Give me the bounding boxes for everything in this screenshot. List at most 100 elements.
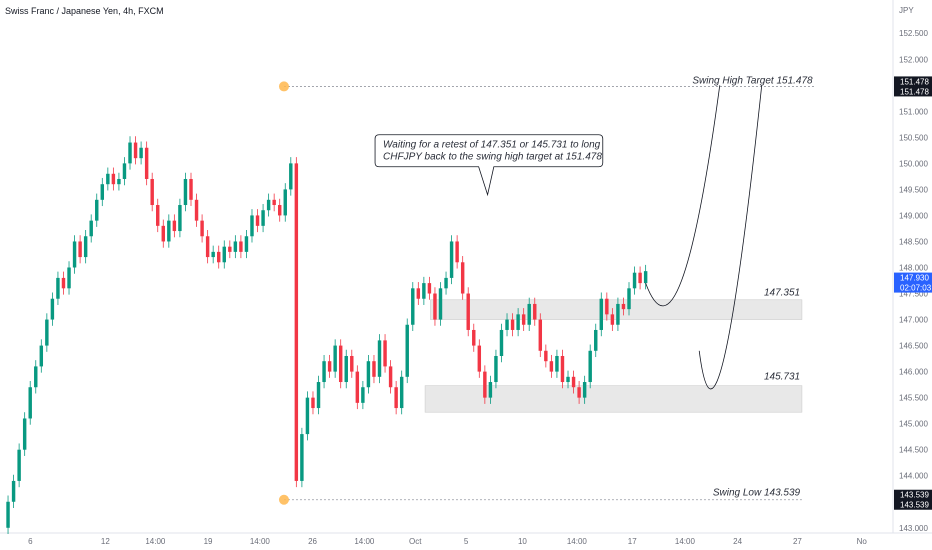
candle-body: [89, 220, 93, 237]
candle-body: [255, 215, 260, 226]
candle: [294, 157, 299, 488]
x-tick-label: 5: [464, 537, 469, 546]
candle-body: [106, 173, 110, 185]
candle-body: [460, 262, 465, 294]
x-tick-label: 14:00: [675, 537, 696, 546]
candle-body: [311, 397, 315, 409]
candle-body: [455, 241, 459, 263]
candle-body: [472, 329, 476, 346]
candle-body: [61, 277, 66, 289]
candle: [28, 380, 32, 425]
price-tag-bg: [894, 76, 932, 97]
candle: [111, 167, 116, 191]
x-tick-label: 26: [308, 537, 317, 546]
candle: [416, 282, 421, 305]
price-axis[interactable]: JPY143.000143.500144.000144.500145.00014…: [894, 6, 932, 533]
candle: [189, 172, 193, 207]
swing-high-label: Swing High Target 151.478: [692, 75, 813, 86]
candle: [377, 334, 382, 384]
annotation-line: Waiting for a retest of 147.351 or 145.7…: [383, 140, 601, 151]
y-tick-label: 145.500: [899, 394, 928, 403]
candle: [383, 334, 387, 373]
candle: [72, 235, 77, 274]
candle-body: [555, 355, 559, 372]
price-tag-bg: [894, 489, 932, 510]
candle-body: [466, 293, 470, 330]
candle-body: [449, 241, 454, 278]
candle-body: [250, 215, 254, 237]
y-tick-label: 144.000: [899, 472, 928, 481]
candle-body: [377, 340, 382, 377]
x-tick-label: 14:00: [567, 537, 588, 546]
candle-body: [217, 251, 221, 263]
candle-body: [266, 199, 271, 211]
candle: [327, 354, 332, 378]
countdown-timer: 02:07:03: [900, 284, 932, 293]
retest-lower-label: 145.731: [764, 372, 800, 383]
x-tick-label: 24: [733, 537, 742, 546]
candle-body: [294, 163, 299, 481]
swing-low-anchor: [278, 494, 289, 505]
y-tick-label: 150.500: [899, 133, 928, 142]
candle-body: [283, 189, 287, 216]
candle-body: [516, 314, 520, 330]
x-tick-label: 6: [28, 537, 33, 546]
candle: [488, 375, 493, 404]
candle: [172, 214, 177, 238]
candles: [6, 136, 648, 535]
candle-body: [621, 303, 626, 310]
x-tick-label: Oct: [409, 537, 422, 546]
candle: [533, 297, 537, 326]
candle: [300, 427, 304, 488]
swing-high-anchor: [278, 81, 289, 92]
candle: [444, 271, 448, 295]
candle-body: [350, 355, 354, 372]
candle: [122, 157, 127, 186]
candle: [333, 339, 337, 378]
candle-body: [427, 283, 432, 294]
candle-body: [167, 220, 171, 242]
currency-label: JPY: [899, 6, 914, 15]
candle-body: [477, 345, 482, 372]
candle-body: [333, 345, 337, 372]
candle: [350, 349, 354, 378]
candle: [100, 177, 105, 207]
candle: [538, 313, 543, 358]
x-tick-label: 27: [793, 537, 802, 546]
candle: [455, 235, 459, 269]
x-tick-label: 10: [518, 537, 527, 546]
candle-body: [117, 178, 121, 185]
price-tag-bg: [894, 272, 932, 293]
candle: [433, 287, 437, 326]
candle-body: [582, 382, 587, 398]
candle-body: [205, 236, 210, 258]
candle-body: [433, 293, 437, 320]
candle: [577, 380, 581, 404]
candle: [22, 412, 27, 456]
candle: [499, 323, 504, 363]
y-tick-label: 151.000: [899, 107, 928, 116]
candle: [205, 230, 210, 264]
x-tick-label: 17: [628, 537, 637, 546]
y-tick-label: 146.500: [899, 342, 928, 351]
candle: [549, 354, 554, 378]
candle: [366, 354, 371, 394]
candle: [266, 193, 271, 217]
swing-low-price: 143.539: [900, 491, 929, 500]
y-tick-label: 143.000: [899, 524, 928, 533]
candle: [427, 276, 432, 300]
y-tick-label: 148.000: [899, 263, 928, 272]
candle: [228, 240, 232, 259]
candle: [466, 287, 470, 337]
candle-body: [544, 350, 548, 362]
candle: [588, 344, 592, 389]
candle-body: [527, 303, 531, 325]
candle-body: [388, 366, 393, 388]
candle-body: [416, 288, 421, 299]
candle: [200, 214, 204, 243]
candle-body: [244, 236, 249, 252]
candle: [494, 349, 498, 389]
time-axis[interactable]: 6 12 14:00 19 14:00 26 14:00 Oct 5 10 14:00 17 14:00…: [28, 537, 867, 546]
